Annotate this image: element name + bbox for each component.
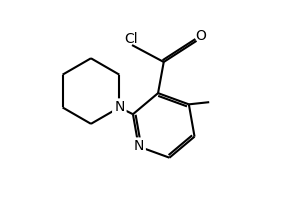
Text: N: N [114, 100, 124, 114]
Text: Cl: Cl [124, 32, 138, 46]
Text: N: N [134, 140, 144, 153]
Text: O: O [196, 29, 207, 43]
